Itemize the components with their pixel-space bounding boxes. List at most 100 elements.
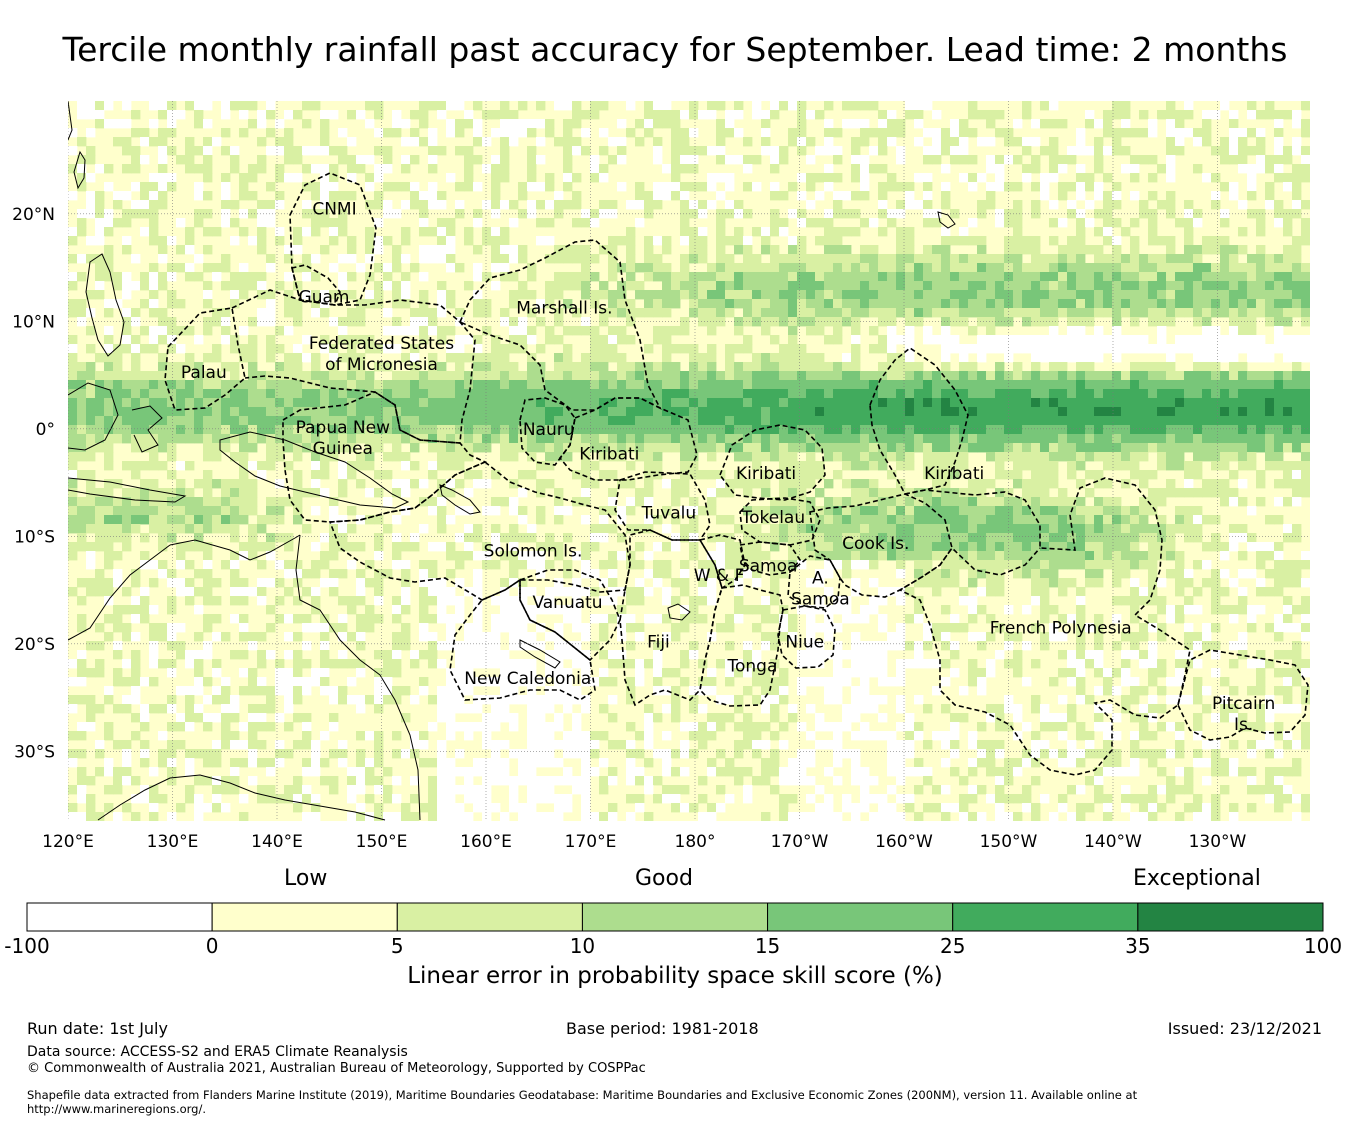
eez-palau	[164, 307, 246, 411]
coast-australia-west	[68, 544, 171, 641]
region-label: A. Samoa	[791, 568, 850, 609]
eez-kiribati-phoenix	[719, 424, 826, 501]
skill-map: CNMI Guam Marshall Is. Federated States of M…	[12, 101, 1310, 852]
data-source: Data source: ACCESS-S2 and ERA5 Climate …	[27, 1044, 408, 1060]
coast-new-zealand	[68, 101, 73, 141]
colorbar-bin	[952, 902, 1139, 932]
region-label: Fiji	[647, 633, 670, 653]
eez-fiji	[619, 529, 723, 707]
region-label: W & F	[694, 566, 745, 586]
lon-tick-label: 180°	[675, 832, 716, 852]
map-canvas: CNMI Guam Marshall Is. Federated States of M…	[12, 101, 1310, 852]
coast-australia-east	[295, 534, 421, 821]
eez-boundaries	[164, 172, 1309, 776]
eez-wallis-futuna	[698, 534, 746, 590]
eez-tokelau	[739, 497, 821, 546]
eez-fsm	[231, 289, 476, 444]
region-label: Palau	[181, 363, 227, 383]
island-solomons	[439, 484, 481, 515]
colorbar-tick-label: 25	[939, 934, 966, 958]
lon-tick-label: 140°W	[1084, 832, 1142, 852]
shapefile-credit-line1: Shapefile data extracted from Flanders M…	[27, 1088, 1138, 1102]
eez-french-polynesia	[898, 477, 1191, 776]
region-label: Cook Is.	[842, 534, 909, 554]
coast-australia-north	[169, 534, 301, 561]
eez-marshall	[458, 239, 662, 411]
region-label: Kiribati	[924, 464, 984, 484]
colorbar-tick-label: 10	[569, 934, 596, 958]
coast-borneo	[68, 382, 119, 451]
base-period: Base period: 1981-2018	[566, 1019, 759, 1038]
copyright: © Commonwealth of Australia 2021, Austra…	[27, 1061, 646, 1076]
region-label: Tuvalu	[641, 504, 697, 524]
lat-tick-label: 0°	[36, 420, 55, 440]
colorbar-axis-label: Linear error in probability space skill …	[407, 963, 943, 989]
colorbar-tick-label: 100	[1303, 934, 1343, 958]
eez-vanuatu	[519, 569, 621, 662]
region-label: French Polynesia	[990, 619, 1132, 639]
lon-tick-label: 150°E	[356, 832, 408, 852]
lon-tick-label: 130°W	[1189, 832, 1247, 852]
colorbar-bin	[396, 902, 583, 932]
run-date: Run date: 1st July	[27, 1019, 168, 1038]
eez-pitcairn	[1177, 649, 1309, 741]
lat-tick-label: 10°N	[12, 312, 55, 332]
region-label: Guam	[299, 288, 350, 308]
graticule	[68, 101, 1310, 821]
eez-new-caledonia	[449, 578, 596, 701]
coast-australia	[97, 774, 386, 821]
colorbar-tick-label: 5	[390, 934, 404, 958]
lat-tick-label: 20°S	[14, 635, 55, 655]
coast-philippines	[85, 253, 125, 357]
colorbar-tick-label: -100	[4, 934, 50, 958]
eez-niue	[777, 605, 836, 669]
region-label: Tokelau	[741, 508, 806, 528]
region-label: Niue	[785, 633, 824, 653]
region-label: Marshall Is.	[516, 298, 612, 318]
axis-tick-labels: 20°N 10°N 0° 10°S 20°S 30°S 120°E 130°E 140°E 150…	[12, 205, 1246, 852]
region-label: Kiribati	[579, 445, 639, 465]
region-label: Nauru	[523, 420, 575, 440]
lon-tick-label: 140°E	[251, 832, 303, 852]
eez-cnmi	[289, 172, 377, 306]
lon-tick-label: 160°W	[875, 832, 933, 852]
region-label: New Caledonia	[464, 669, 591, 689]
colorbar-bin	[767, 902, 954, 932]
region-label: Tonga	[727, 656, 778, 676]
eez-tonga	[699, 584, 784, 707]
lat-tick-label: 10°S	[14, 527, 55, 547]
lon-tick-label: 160°E	[460, 832, 512, 852]
lat-tick-label: 30°S	[14, 742, 55, 762]
colorbar-bin	[211, 902, 398, 932]
region-labels: CNMI Guam Marshall Is. Federated States of M…	[181, 199, 1275, 735]
category-low: Low	[284, 866, 328, 891]
eez-american-samoa	[787, 555, 841, 609]
colorbar-bin	[581, 902, 769, 932]
coast-new-guinea	[219, 431, 410, 509]
eez-kiribati-gilbert	[558, 397, 698, 481]
region-label: CNMI	[312, 199, 356, 219]
region-label: Pitcairn Is.	[1212, 694, 1275, 735]
region-label: Kiribati	[736, 464, 796, 484]
shapefile-credit-link: http://www.marineregions.org/.	[27, 1102, 206, 1116]
shapefile-credit: Shapefile data extracted from Flanders M…	[27, 1088, 1137, 1116]
issued-date: Issued: 23/12/2021	[1167, 1019, 1322, 1038]
lat-tick-label: 20°N	[12, 205, 55, 225]
coast-sulawesi	[131, 405, 163, 453]
eez-kiribati-line	[869, 347, 969, 495]
region-label: Vanuatu	[532, 593, 602, 613]
lon-tick-label: 120°E	[42, 832, 94, 852]
region-label: Samoa	[739, 556, 798, 576]
region-label: Solomon Is.	[484, 541, 583, 561]
colorbar-tick-label: 15	[754, 934, 781, 958]
colorbar	[26, 902, 1324, 932]
lon-tick-label: 150°W	[980, 832, 1038, 852]
colorbar-tick-label: 0	[205, 934, 219, 958]
lon-tick-label: 170°W	[771, 832, 829, 852]
coastlines	[68, 101, 561, 821]
colorbar-bin	[26, 902, 213, 932]
coast-new-caledonia	[519, 639, 561, 669]
category-good: Good	[635, 866, 693, 891]
region-label: Papua New Guinea	[296, 418, 390, 459]
coast-taiwan	[73, 150, 86, 190]
